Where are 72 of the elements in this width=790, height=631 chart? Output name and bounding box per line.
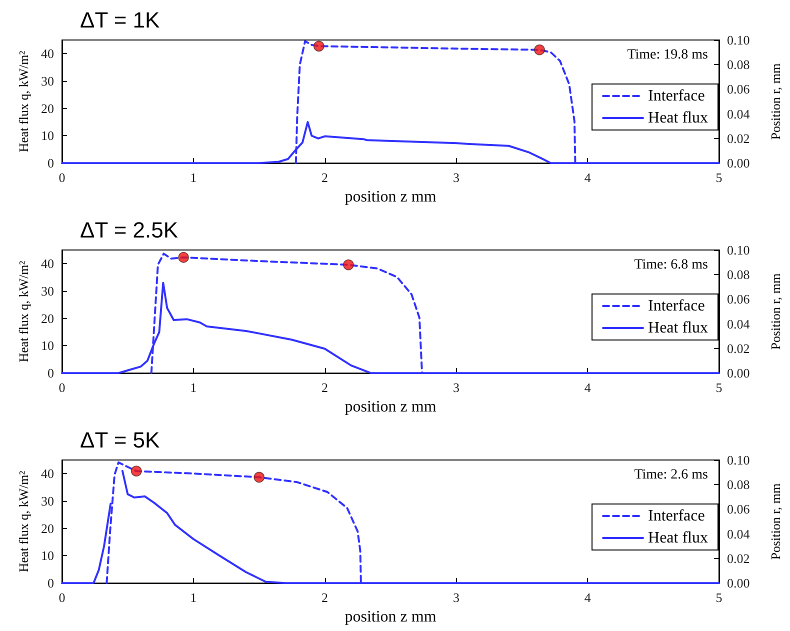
x-axis-title: position z mm	[344, 608, 437, 626]
legend-label: Heat flux	[648, 320, 708, 336]
y2-tick-label: 0.08	[727, 267, 750, 282]
x-tick-label: 4	[584, 590, 592, 606]
y2-tick-label: 0.10	[727, 242, 750, 258]
y-tick-label: 30	[41, 74, 54, 89]
annotation: Time: 19.8 ms	[627, 48, 708, 62]
y-tick-label: 40	[41, 256, 54, 272]
chart-title: ΔT = 2.5K	[80, 218, 178, 242]
y-tick-label: 20	[41, 520, 54, 536]
x-tick-label: 1	[190, 170, 197, 186]
x-tick-label: 5	[716, 380, 722, 396]
x-tick-label: 5	[716, 590, 722, 606]
y-tick-label: 20	[41, 310, 54, 326]
y-axis-title: Heat flux q, kW/m²	[16, 50, 31, 152]
x-tick-label: 0	[58, 590, 66, 606]
x-tick-label: 3	[452, 590, 460, 606]
x-tick-label: 2	[322, 380, 328, 396]
x-tick-label: 0	[58, 380, 66, 396]
x-tick-label: 1	[190, 380, 197, 396]
y2-tick-label: 0.00	[727, 156, 750, 171]
y-tick-label: 10	[41, 128, 54, 144]
y2-tick-label: 0.04	[727, 526, 750, 542]
chart-title: ΔT = 5K	[80, 428, 160, 452]
chart-title: ΔT = 1K	[80, 8, 160, 32]
y2-tick-label: 0.10	[727, 452, 750, 468]
y2-tick-label: 0.00	[727, 366, 750, 381]
y2-tick-label: 0.06	[727, 502, 750, 517]
y-axis-title: Heat flux q, kW/m²	[16, 470, 31, 572]
y-tick-label: 0	[48, 576, 54, 591]
y2-tick-label: 0.08	[727, 57, 750, 72]
y-tick-label: 20	[41, 100, 54, 116]
y-tick-label: 30	[41, 284, 54, 299]
y2-tick-label: 0.04	[727, 316, 750, 332]
y-axis-title: Heat flux q, kW/m²	[16, 260, 31, 362]
y2-tick-label: 0.02	[727, 550, 750, 566]
legend-label: Interface	[648, 298, 705, 314]
y2-tick-label: 0.08	[727, 477, 750, 492]
y-tick-label: 40	[41, 46, 54, 62]
y-tick-label: 30	[41, 494, 54, 509]
y-tick-label: 10	[41, 548, 54, 564]
legend-label: Heat flux	[648, 110, 708, 126]
x-tick-label: 3	[452, 380, 460, 396]
y2-axis-title: Position r, mm	[768, 273, 783, 350]
x-tick-label: 2	[322, 590, 328, 606]
x-axis-title: position z mm	[344, 188, 437, 206]
y2-tick-label: 0.04	[727, 106, 750, 122]
y-tick-label: 10	[41, 338, 54, 354]
x-axis-title: position z mm	[344, 398, 437, 416]
y-tick-label: 40	[41, 466, 54, 482]
x-tick-label: 4	[584, 170, 592, 186]
y2-axis-title: Position r, mm	[768, 63, 783, 140]
annotation: Time: 2.6 ms	[634, 468, 708, 482]
y-tick-label: 0	[48, 366, 54, 381]
y2-tick-label: 0.06	[727, 82, 750, 97]
x-tick-label: 4	[584, 380, 592, 396]
x-tick-label: 3	[452, 170, 460, 186]
y2-tick-label: 0.06	[727, 292, 750, 307]
y2-tick-label: 0.02	[727, 340, 750, 356]
legend-label: Interface	[648, 88, 705, 104]
y2-axis-title: Position r, mm	[768, 483, 783, 560]
legend-label: Heat flux	[648, 530, 708, 546]
y2-tick-label: 0.02	[727, 130, 750, 146]
x-tick-label: 2	[322, 170, 328, 186]
x-tick-label: 0	[58, 170, 66, 186]
y2-tick-label: 0.00	[727, 576, 750, 591]
y2-tick-label: 0.10	[727, 32, 750, 48]
annotation: Time: 6.8 ms	[634, 258, 708, 272]
x-tick-label: 5	[716, 170, 722, 186]
y-tick-label: 0	[48, 156, 54, 171]
legend-label: Interface	[648, 508, 705, 524]
x-tick-label: 1	[190, 590, 197, 606]
